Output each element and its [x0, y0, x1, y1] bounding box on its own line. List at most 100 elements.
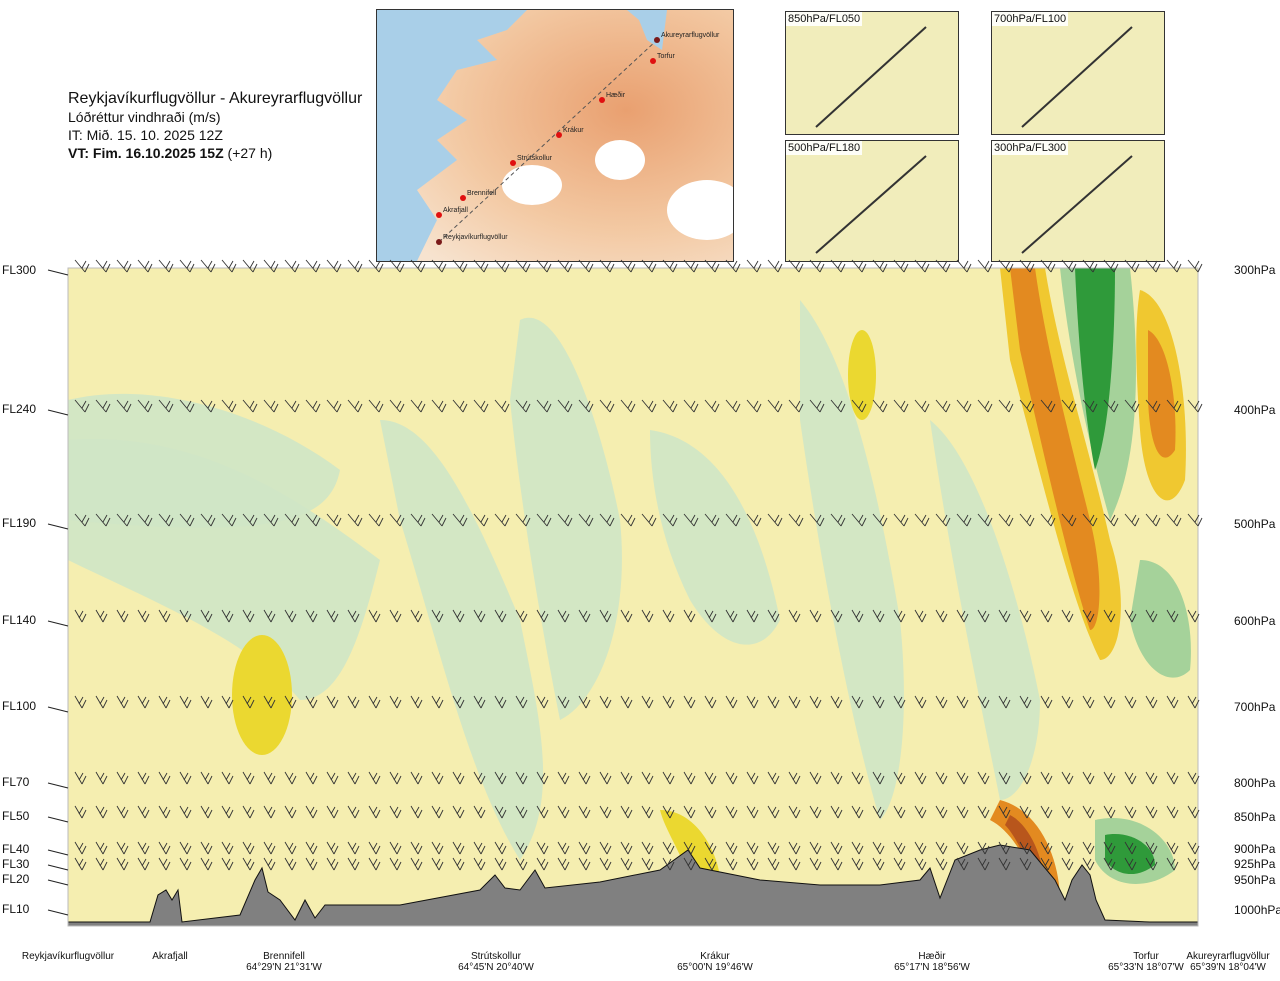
wind-barb	[851, 399, 867, 413]
wind-barb	[494, 259, 510, 273]
wind-barb	[1103, 609, 1116, 623]
wind-barb	[683, 695, 696, 709]
wind-barb	[389, 259, 405, 273]
wind-barb	[893, 695, 906, 709]
wind-barb	[1103, 771, 1116, 785]
wind-barb	[200, 609, 213, 623]
wind-barb	[683, 609, 696, 623]
level-tick	[47, 909, 69, 916]
wind-barb	[410, 399, 426, 413]
level-map-500: 500hPa/FL180	[785, 140, 959, 262]
wind-barb	[935, 771, 948, 785]
wind-barb	[914, 771, 927, 785]
wind-barb	[1187, 805, 1200, 819]
wind-barb	[410, 259, 426, 273]
wind-barb	[347, 695, 360, 709]
wind-barb	[578, 259, 594, 273]
wind-barb	[347, 771, 360, 785]
route-map: Akureyrarflugvöllur Torfur Hæðir Krákur Strú…	[376, 9, 734, 262]
wind-barb	[326, 695, 339, 709]
location-name: Akrafjall	[152, 951, 188, 962]
hpa-label-500: 500hPa	[1234, 517, 1276, 531]
wind-barb	[935, 805, 948, 819]
wind-barb	[1124, 259, 1140, 273]
wind-barb	[1187, 857, 1200, 871]
wind-barb	[578, 609, 591, 623]
wind-barb	[452, 841, 465, 855]
wind-barb	[1040, 805, 1053, 819]
wind-barb	[830, 609, 843, 623]
wind-barb	[494, 857, 507, 871]
wind-barb	[410, 695, 423, 709]
waypoint-label: Torfur	[657, 53, 676, 60]
wind-barb	[767, 857, 780, 871]
wind-barb	[452, 857, 465, 871]
wind-barb	[1082, 259, 1098, 273]
wind-barb	[389, 695, 402, 709]
location-label: Strútskollur 64°45'N 20°40'W	[458, 951, 534, 973]
wind-barb	[473, 841, 486, 855]
waypoint-marker	[510, 160, 516, 166]
wind-barb	[1145, 857, 1158, 871]
wind-barb	[767, 695, 780, 709]
wind-barb	[1082, 609, 1095, 623]
wind-barb	[683, 259, 699, 273]
wind-barb	[536, 771, 549, 785]
wind-barb	[389, 771, 402, 785]
location-coord: 65°39'N 18°04'W	[1190, 962, 1266, 973]
wind-barb	[431, 695, 444, 709]
wind-barb	[620, 399, 636, 413]
wind-barb	[893, 805, 906, 819]
wind-barb	[494, 841, 507, 855]
wind-barb	[116, 513, 132, 527]
wind-barb	[746, 857, 759, 871]
wind-barb	[599, 695, 612, 709]
level-map-700: 700hPa/FL100	[991, 11, 1165, 135]
wind-barb	[935, 513, 951, 527]
wind-barb	[872, 609, 885, 623]
hpa-label-900: 900hPa	[1234, 842, 1276, 856]
wind-barb	[74, 259, 90, 273]
wind-barb	[1040, 857, 1053, 871]
wind-barb	[1103, 399, 1119, 413]
wind-barb	[263, 771, 276, 785]
wind-barb	[158, 609, 171, 623]
wind-barb	[1019, 805, 1032, 819]
wind-barb	[431, 399, 447, 413]
wind-barb	[893, 399, 909, 413]
wind-barb	[956, 259, 972, 273]
wind-barb	[515, 259, 531, 273]
wind-barb	[1187, 399, 1203, 413]
wind-barb	[95, 399, 111, 413]
wind-barb	[1187, 695, 1200, 709]
wind-barb	[158, 259, 174, 273]
wind-barb	[725, 771, 738, 785]
wind-barb	[683, 857, 696, 871]
wind-barb	[368, 259, 384, 273]
wind-barb	[851, 805, 864, 819]
wind-barb	[473, 259, 489, 273]
wind-barb	[809, 513, 825, 527]
wind-barb	[116, 841, 129, 855]
fl-label-190: FL190	[2, 516, 37, 530]
wind-barb	[746, 399, 762, 413]
wind-barb	[557, 259, 573, 273]
wind-barb	[977, 841, 990, 855]
waypoint-label: Akrafjall	[443, 207, 468, 214]
wind-barb	[578, 805, 591, 819]
wind-barb	[179, 805, 192, 819]
wind-barb	[242, 399, 258, 413]
wind-barb	[1019, 695, 1032, 709]
wind-barb	[1019, 259, 1035, 273]
wind-barb	[1166, 399, 1182, 413]
wind-barb	[746, 513, 762, 527]
wind-barb	[347, 609, 360, 623]
wind-barb	[389, 841, 402, 855]
wind-barb	[1103, 857, 1116, 871]
glacier-1	[595, 140, 645, 180]
wind-barb	[914, 259, 930, 273]
wind-barb	[914, 805, 927, 819]
wind-barb	[557, 771, 570, 785]
wind-barb	[599, 609, 612, 623]
wind-barb	[536, 259, 552, 273]
